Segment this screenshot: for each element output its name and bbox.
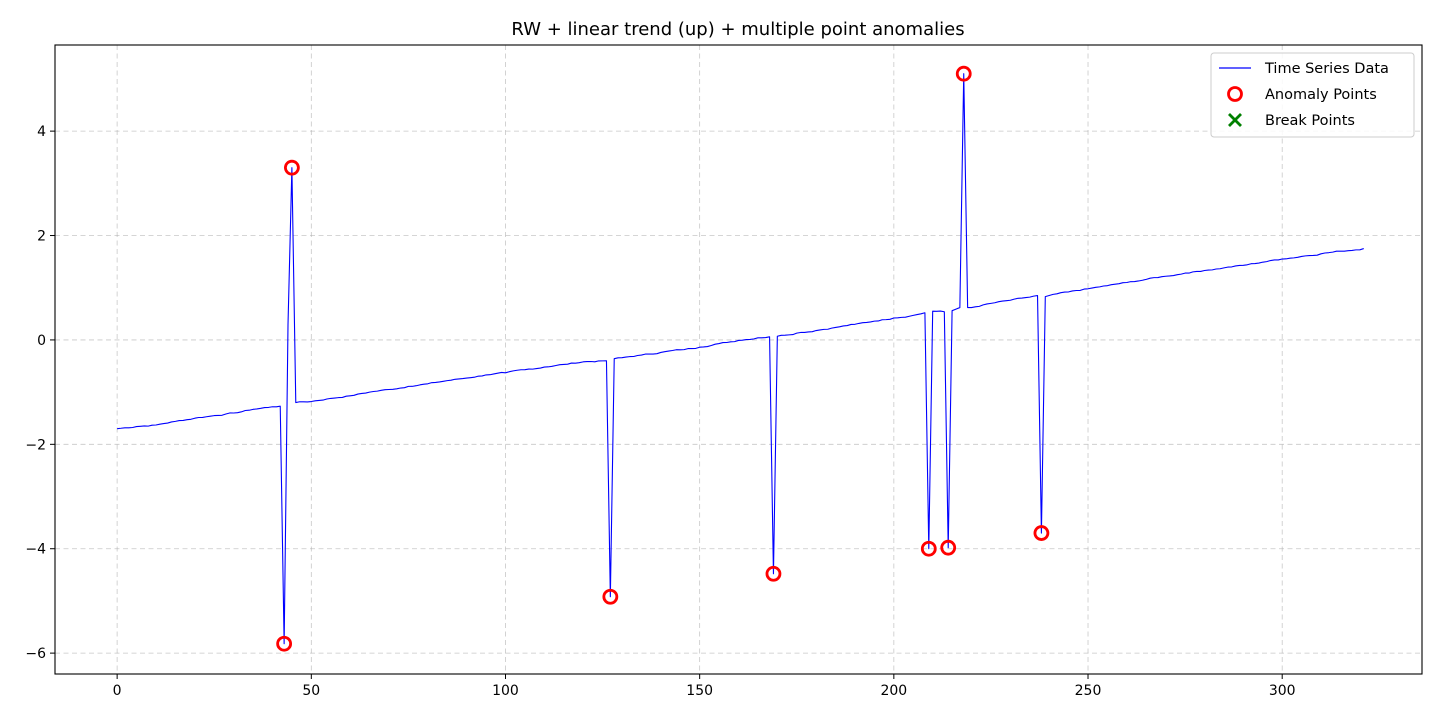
anomaly-point xyxy=(955,65,972,82)
anomaly-markers xyxy=(276,65,1050,652)
plot-frame xyxy=(54,44,1423,675)
y-tick-label: 0 xyxy=(37,333,46,349)
legend-circle-swatch xyxy=(1227,86,1243,102)
time-series-line xyxy=(117,73,1364,645)
legend-box xyxy=(1210,52,1415,138)
y-tick-label: 2 xyxy=(37,229,46,245)
x-tick-label: 0 xyxy=(113,683,122,699)
x-tick-label: 100 xyxy=(492,683,519,699)
anomaly-point xyxy=(940,539,957,556)
chart-title: RW + linear trend (up) + multiple point … xyxy=(511,19,964,40)
legend-label: Time Series Data xyxy=(1264,61,1389,77)
x-tick-label: 150 xyxy=(686,683,713,699)
y-tick-label: −6 xyxy=(25,646,46,662)
y-tick-label: −2 xyxy=(25,437,46,453)
legend-label: Anomaly Points xyxy=(1265,87,1377,103)
legend: Time Series Data Anomaly Points Break Poin… xyxy=(1210,52,1415,138)
anomaly-point xyxy=(283,159,300,176)
x-tick-label: 300 xyxy=(1269,683,1296,699)
y-tick-label: 4 xyxy=(37,124,46,140)
legend-x-swatch xyxy=(1228,113,1242,127)
series-layer xyxy=(117,73,1364,645)
x-tick-label: 50 xyxy=(302,683,320,699)
anomaly-point xyxy=(1033,525,1050,541)
anomaly-point xyxy=(602,588,619,605)
axes: 0 50 100 150 200 250 300 −6 −4 −2 0 2 4 xyxy=(25,124,1295,699)
x-tick-label: 250 xyxy=(1075,683,1102,699)
anomaly-point xyxy=(765,565,782,582)
y-tick-label: −4 xyxy=(25,542,46,558)
anomaly-point xyxy=(920,540,937,557)
legend-label: Break Points xyxy=(1265,113,1355,129)
anomaly-point xyxy=(276,635,293,652)
x-tick-label: 200 xyxy=(880,683,907,699)
